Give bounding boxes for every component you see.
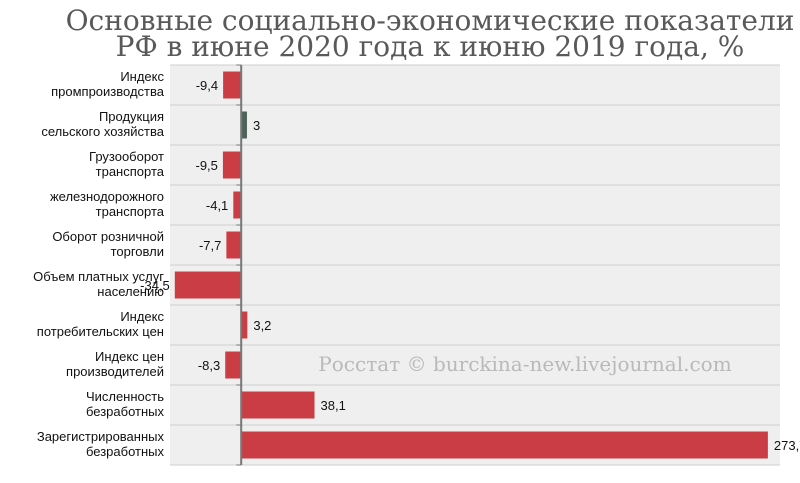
- category-label-line: населению: [97, 284, 164, 299]
- category-label-line: промпроизводства: [51, 84, 165, 99]
- category-label-line: торговли: [111, 244, 164, 259]
- category-label: Индекс потребительских цен: [37, 309, 165, 339]
- bar: [241, 431, 768, 459]
- chart-title: Основные социально-экономические показат…: [66, 4, 795, 63]
- zero-axis: [236, 64, 243, 466]
- data-label: -9,5: [196, 158, 218, 173]
- category-label-line: железнодорожного: [50, 189, 164, 204]
- category-label-line: производителей: [66, 364, 164, 379]
- category-label-line: потребительских цен: [37, 324, 164, 339]
- bar: [241, 311, 248, 339]
- bar: [222, 151, 242, 179]
- data-label: -4,1: [206, 198, 228, 213]
- bar: [223, 71, 242, 99]
- category-label-line: Объем платных услуг: [33, 269, 164, 284]
- bars: [174, 71, 768, 459]
- category-label-line: Оборот розничной: [52, 229, 164, 244]
- category-label: Грузооборот транспорта: [89, 149, 165, 179]
- category-label: железнодорожного транспорта: [50, 189, 165, 219]
- chart-title-line-2: РФ в июне 2020 года к июню 2019 года, %: [116, 30, 745, 63]
- data-label: -34,5: [140, 278, 170, 293]
- category-label-line: безработных: [86, 444, 165, 459]
- bar: [233, 191, 242, 219]
- category-label-line: Численность: [86, 389, 164, 404]
- category-label: Численность безработных: [86, 389, 165, 419]
- category-label-line: сельского хозяйства: [41, 124, 164, 139]
- data-label: 3,2: [253, 318, 271, 333]
- bar: [174, 271, 242, 299]
- data-label: 38,1: [321, 398, 346, 413]
- category-label: Оборот розничной торговли: [52, 229, 164, 259]
- chart-title-line-1: Основные социально-экономические показат…: [66, 4, 795, 37]
- bar: [225, 351, 242, 379]
- category-label-line: Зарегистрированных: [37, 429, 165, 444]
- gridlines: [170, 64, 780, 466]
- category-label-line: Индекс: [120, 69, 164, 84]
- category-label: Зарегистрированных безработных: [37, 429, 165, 459]
- value-labels: -9,4 3 -9,5 -4,1 -7,7 -34,5 3,2 -8,3 38,1 273,7: [140, 78, 800, 453]
- data-label: -7,7: [199, 238, 221, 253]
- bar: [241, 111, 247, 139]
- data-label: -8,3: [198, 358, 220, 373]
- category-label-line: безработных: [86, 404, 165, 419]
- data-label: 273,7: [774, 438, 800, 453]
- data-label: -9,4: [196, 78, 218, 93]
- watermark-text: Росстат © burckina-new.livejournal.com: [318, 352, 731, 376]
- category-label: Индекс промпроизводства: [51, 69, 165, 99]
- category-label-line: Индекс цен: [95, 349, 164, 364]
- bar: [226, 231, 242, 259]
- category-label: Объем платных услуг населению: [33, 269, 164, 299]
- category-label-line: транспорта: [96, 204, 165, 219]
- category-label-line: Продукция: [99, 109, 164, 124]
- category-label-line: Грузооборот: [89, 149, 164, 164]
- category-label-line: транспорта: [96, 164, 165, 179]
- bar: [241, 391, 315, 419]
- category-label-line: Индекс: [120, 309, 164, 324]
- category-label: Продукция сельского хозяйства: [41, 109, 164, 139]
- data-label: 3: [253, 118, 260, 133]
- category-label: Индекс цен производителей: [66, 349, 164, 379]
